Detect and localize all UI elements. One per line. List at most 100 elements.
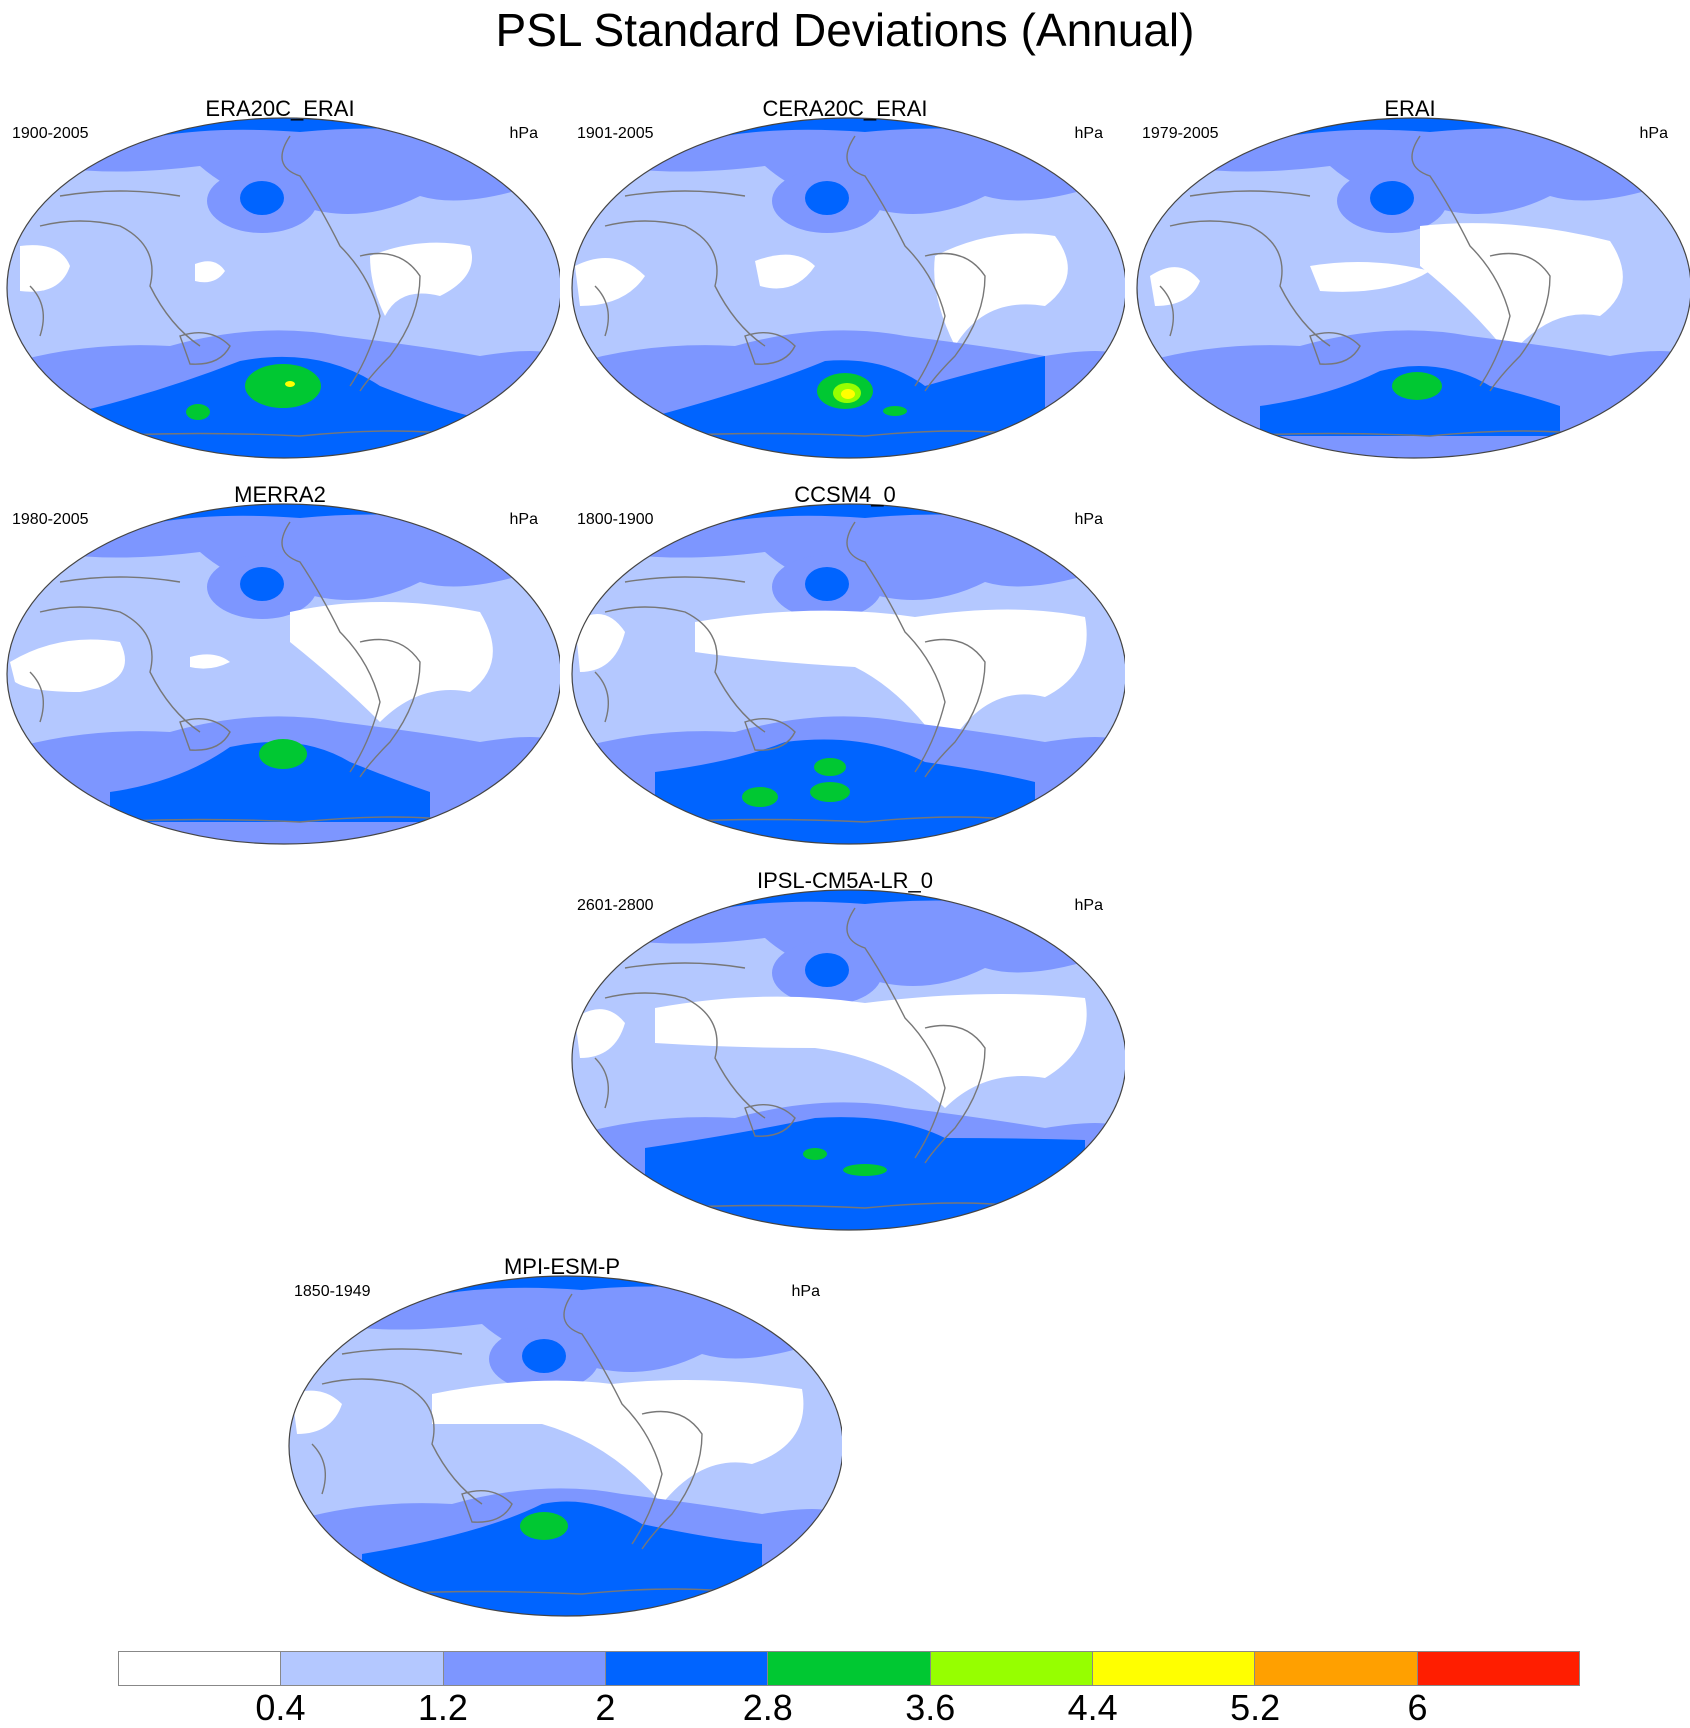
coastline-2 — [641, 1410, 703, 1550]
coastline-5 — [664, 430, 1036, 437]
contour-fill-white-1 — [575, 258, 645, 306]
coastline-2 — [1489, 252, 1551, 392]
contour-fill-green-2 — [883, 406, 907, 416]
coastline-1 — [563, 1293, 663, 1545]
map-panel: MERRA2 1980-2005 hPa — [0, 482, 560, 852]
colorbar-tick-label: 0.4 — [255, 1687, 306, 1728]
contour-fill-green-1 — [1392, 372, 1442, 400]
coastline-7 — [1159, 285, 1174, 337]
panel-units: hPa — [509, 125, 538, 142]
contour-fill-green-1 — [520, 1512, 568, 1540]
contour-fill-blue-south — [362, 1501, 762, 1616]
coastline-6 — [59, 576, 181, 583]
contour-fill-blue-aleutian — [240, 567, 284, 601]
coastline-6 — [624, 576, 746, 583]
coastline-5 — [99, 816, 471, 823]
coastline-1 — [281, 521, 381, 773]
coastline-3 — [604, 220, 766, 347]
contour-fill-blue-aleutian — [805, 567, 849, 601]
coastline-2 — [924, 1024, 986, 1164]
coastline-2 — [359, 638, 421, 778]
coastline-3 — [39, 220, 201, 347]
contour-fill-white-2 — [1310, 262, 1430, 292]
coastline-1 — [281, 135, 381, 387]
map-panel: CCSM4_0 1800-1900 hPa — [565, 482, 1125, 852]
map-outline — [571, 889, 1125, 1231]
contour-fill-blue-arctic — [665, 504, 1025, 524]
coastline-6 — [624, 190, 746, 197]
colorbar-box — [930, 1651, 1093, 1686]
contour-fill-white-1 — [575, 614, 625, 672]
panel-units: hPa — [509, 511, 538, 528]
contour-fill-blue-aleutian — [522, 1339, 566, 1373]
contour-fill-blue-aleutian — [240, 181, 284, 215]
colorbar-tick-label: 1.2 — [417, 1687, 468, 1728]
map-panel: IPSL-CM5A-LR_0 2601-2800 hPa — [565, 868, 1125, 1238]
coastline-4 — [461, 1490, 513, 1523]
coastline-1 — [846, 521, 946, 773]
colorbar-tick-label: 6 — [1407, 1687, 1428, 1728]
colorbar-box — [1417, 1651, 1580, 1686]
contour-fill-white-1 — [1150, 267, 1200, 306]
coastline-6 — [59, 190, 181, 197]
contour-fill-white-2 — [655, 994, 1087, 1108]
panel-units: hPa — [1074, 511, 1103, 528]
colorbar-box — [1092, 1651, 1256, 1686]
colorbar-tick-label: 3.6 — [905, 1687, 956, 1728]
colorbar-box — [118, 1651, 282, 1686]
contour-fill-blue-arctic — [665, 118, 1025, 138]
panel-years: 1850-1949 — [294, 1283, 371, 1300]
panel-units: hPa — [1074, 897, 1103, 914]
panel-title: ERA20C_ERAI — [205, 96, 355, 121]
map-outline — [6, 503, 560, 845]
coastline-4 — [1309, 332, 1361, 365]
map-outline — [571, 503, 1125, 845]
contour-fill-yellow — [841, 389, 855, 399]
contour-fill-white-2 — [195, 261, 225, 283]
contour-fill-white-3 — [1420, 223, 1623, 356]
contour-fill-green-3 — [810, 782, 850, 802]
contour-fill-blue-aleutian — [805, 181, 849, 215]
figure-title: PSL Standard Deviations (Annual) — [495, 4, 1195, 56]
coastline-3 — [604, 606, 766, 733]
contour-fill-white-2 — [755, 254, 815, 289]
colorbar-box — [768, 1651, 931, 1686]
coastline-5 — [664, 816, 1036, 823]
contour-fill-blue-aleutian — [805, 953, 849, 987]
coastline-1 — [846, 135, 946, 387]
coastline-3 — [321, 1378, 483, 1505]
coastline-3 — [39, 606, 201, 733]
coastline-5 — [1229, 430, 1601, 437]
contour-fill-white-1 — [10, 639, 125, 692]
colorbar-box — [443, 1651, 606, 1686]
contour-fill-white-3 — [934, 233, 1068, 346]
contour-fill-blue-arctic — [100, 504, 460, 524]
contour-fill-white-3 — [370, 242, 472, 316]
contour-fill-green-1 — [814, 758, 846, 776]
contour-fill-blue-arctic — [665, 890, 1025, 910]
contour-fill-white-2 — [432, 1380, 804, 1504]
colorbar-tick-label: 4.4 — [1067, 1687, 1118, 1728]
contour-fill-green-2 — [843, 1164, 887, 1176]
contour-fill-white-1 — [20, 245, 70, 292]
colorbar — [118, 1651, 1580, 1686]
colorbar-tick-label: 5.2 — [1230, 1687, 1281, 1728]
coastline-4 — [744, 718, 796, 751]
coastline-7 — [594, 1057, 609, 1109]
coastline-6 — [624, 962, 746, 969]
contour-fill-blue-south — [655, 739, 1035, 844]
contour-fill-green-2 — [186, 404, 210, 420]
map-projection — [571, 117, 1125, 459]
panel-years: 1901-2005 — [577, 125, 654, 142]
coastline-1 — [846, 907, 946, 1159]
coastline-4 — [744, 332, 796, 365]
coastline-2 — [359, 252, 421, 392]
coastline-6 — [1189, 190, 1311, 197]
panel-title: ERAI — [1384, 96, 1436, 121]
colorbar-tick-label: 2 — [595, 1687, 616, 1728]
map-panel: CERA20C_ERAI 1901-2005 hPa — [565, 96, 1125, 466]
panel-title: CCSM4_0 — [794, 482, 896, 507]
panel-units: hPa — [1074, 125, 1103, 142]
coastline-4 — [179, 332, 231, 365]
map-projection — [6, 503, 560, 845]
